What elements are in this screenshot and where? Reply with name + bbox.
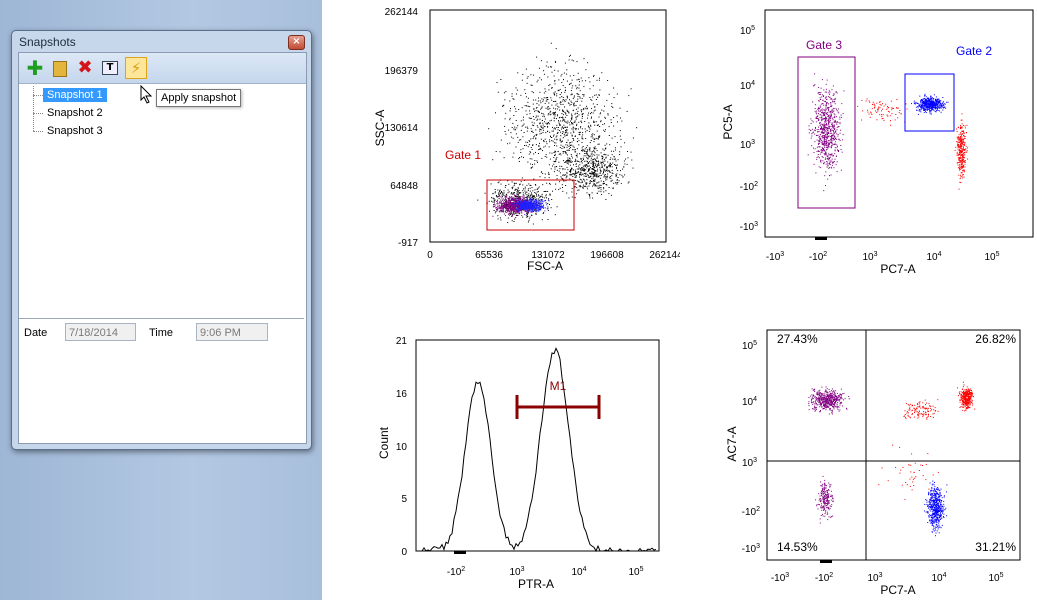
m1-label: M1 xyxy=(550,379,567,393)
tooltip: Apply snapshot xyxy=(156,89,242,107)
scatter-plot-fsc-ssc[interactable]: Gate 1 262144 196379 130614 64848 -917 0… xyxy=(360,0,680,272)
xtick: 104 xyxy=(931,572,946,584)
time-field[interactable]: 9:06 PM xyxy=(196,323,268,341)
xtick: 65536 xyxy=(475,250,503,261)
gate-2-label: Gate 2 xyxy=(956,44,992,58)
ytick: -103 xyxy=(740,221,758,233)
xtick: 104 xyxy=(926,251,941,263)
y-axis-label: Count xyxy=(377,426,391,459)
delete-icon[interactable]: ✖ xyxy=(77,57,93,78)
close-button[interactable]: × xyxy=(288,35,305,50)
rename-icon[interactable]: T xyxy=(100,58,120,78)
ytick: 16 xyxy=(396,389,408,400)
gate-1-label: Gate 1 xyxy=(445,148,481,162)
quadrant-ul-pct: 27.43% xyxy=(777,332,818,346)
apply-snapshot-icon[interactable]: ⚡ xyxy=(125,57,147,79)
histogram-line xyxy=(421,347,657,553)
ytick: 103 xyxy=(742,457,757,469)
gate-1-rect[interactable] xyxy=(486,179,575,231)
folder-icon[interactable] xyxy=(50,58,70,78)
xtick: -103 xyxy=(771,572,789,584)
axis-marker xyxy=(815,237,827,240)
time-label: Time xyxy=(149,327,174,339)
axis-marker xyxy=(820,560,832,563)
xtick: -102 xyxy=(447,566,465,578)
ytick: 0 xyxy=(401,547,407,558)
toolbar: ✚ ✖ T ⚡ xyxy=(19,53,306,84)
window-title: Snapshots xyxy=(19,35,76,49)
window-client: ✚ ✖ T ⚡ Snapshot 1 Snapshot 2 Snapshot 3… xyxy=(18,52,307,444)
ytick: -103 xyxy=(742,543,760,555)
gate-3-label: Gate 3 xyxy=(806,38,842,52)
ytick: 5 xyxy=(401,494,407,505)
xtick: 104 xyxy=(571,566,586,578)
xtick: 105 xyxy=(988,572,1003,584)
tree-item-snapshot-3[interactable]: Snapshot 3 xyxy=(47,125,103,137)
quadrant-ll-pct: 14.53% xyxy=(777,540,818,554)
tree-branch xyxy=(33,95,43,96)
x-axis-label: PTR-A xyxy=(518,577,554,591)
quadrant-lr-pct: 31.21% xyxy=(975,540,1016,554)
date-field[interactable]: 7/18/2014 xyxy=(65,323,136,341)
snapshot-tree: Snapshot 1 Snapshot 2 Snapshot 3 xyxy=(19,84,304,319)
ytick: 130614 xyxy=(385,123,419,134)
snapshots-window: Snapshots × ✚ ✖ T ⚡ Snapshot 1 Snapshot … xyxy=(11,30,312,450)
tree-line xyxy=(33,86,44,131)
y-axis-label: PC5-A xyxy=(721,104,735,139)
xtick: -103 xyxy=(766,251,784,263)
tree-item-snapshot-1[interactable]: Snapshot 1 xyxy=(43,88,107,102)
ytick: 21 xyxy=(396,336,408,347)
ytick: 105 xyxy=(740,25,755,37)
x-axis-label: FSC-A xyxy=(527,259,563,272)
y-axis-label: AC7-A xyxy=(725,426,739,461)
xtick: 0 xyxy=(427,250,433,261)
ytick: 196379 xyxy=(385,66,419,77)
ytick: -917 xyxy=(398,238,418,249)
quadrant-ur-pct: 26.82% xyxy=(975,332,1016,346)
x-axis-label: PC7-A xyxy=(880,583,915,597)
ytick: -102 xyxy=(742,506,760,518)
add-icon[interactable]: ✚ xyxy=(26,56,44,80)
mouse-cursor-icon xyxy=(140,85,153,104)
x-axis-label: PC7-A xyxy=(880,262,915,276)
plot-frame xyxy=(766,329,1021,561)
plot-frame xyxy=(764,9,1034,238)
scatter-plot-pc7-pc5[interactable]: Gate 3 Gate 2 105 104 103 -102 -103 -103… xyxy=(720,0,1037,280)
ytick: 103 xyxy=(740,139,755,151)
date-label: Date xyxy=(24,327,48,339)
tree-item-snapshot-2[interactable]: Snapshot 2 xyxy=(47,107,103,119)
y-axis-label: SSC-A xyxy=(373,110,387,147)
xtick: 103 xyxy=(862,251,877,263)
axis-marker xyxy=(454,551,466,554)
ytick: 64848 xyxy=(390,181,418,192)
xtick: -102 xyxy=(815,572,833,584)
xtick: -102 xyxy=(809,251,827,263)
histogram-ptr[interactable]: M1 21 16 10 5 0 -102 103 104 105 PTR-A C… xyxy=(360,330,680,600)
gate-2-rect[interactable] xyxy=(904,73,955,132)
ytick: -102 xyxy=(740,181,758,193)
xtick: 262144 xyxy=(649,250,680,261)
tree-branch xyxy=(33,113,43,114)
xtick: 105 xyxy=(984,251,999,263)
quadrant-plot-pc7-ac7[interactable]: 27.43% 26.82% 14.53% 31.21% 105 104 103 … xyxy=(720,320,1037,600)
xtick: 196608 xyxy=(590,250,624,261)
xtick: 105 xyxy=(628,566,643,578)
plot-frame xyxy=(415,339,660,552)
ytick: 104 xyxy=(740,80,755,92)
ytick: 104 xyxy=(742,396,757,408)
tree-branch xyxy=(33,131,43,132)
ytick: 262144 xyxy=(385,7,419,18)
ytick: 10 xyxy=(396,442,408,453)
gate-3-rect[interactable] xyxy=(797,56,856,209)
xtick: 131072 xyxy=(531,250,565,261)
ytick: 105 xyxy=(742,340,757,352)
